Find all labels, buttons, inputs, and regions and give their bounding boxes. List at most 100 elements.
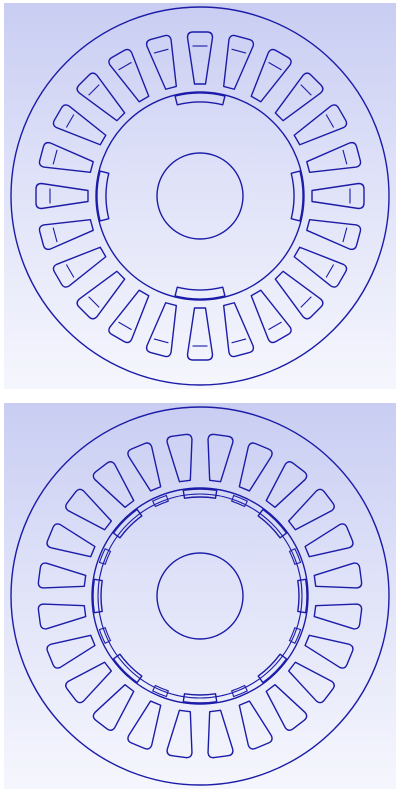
slot-wedge-line xyxy=(325,114,335,128)
stator-slot xyxy=(207,433,234,483)
slot-wedge-line xyxy=(118,321,132,331)
rotor-pole-gap xyxy=(288,547,302,565)
stator-slot xyxy=(293,104,348,146)
rotor-magnet-pole xyxy=(96,170,110,222)
stator-slot xyxy=(274,72,324,122)
rotor-inner-ring xyxy=(97,493,303,699)
rotor-magnet-pole xyxy=(174,286,226,300)
slot-wedge-line xyxy=(65,264,75,278)
stator-slot xyxy=(287,488,335,531)
stator-slot xyxy=(76,72,126,122)
stator-slot xyxy=(166,709,193,759)
stator-slot xyxy=(250,289,292,344)
slot-wedge-line xyxy=(268,61,282,71)
rotor-magnet-pole xyxy=(112,653,143,684)
stator-outer-boundary xyxy=(10,406,390,786)
slot-wedge-line xyxy=(153,338,169,344)
rotor-poles xyxy=(96,92,304,300)
stator-slot xyxy=(46,634,96,669)
rotor-magnet-pole xyxy=(290,170,304,222)
stator-slot xyxy=(287,661,335,704)
rotor-magnet-pole xyxy=(182,488,218,499)
stator-slot xyxy=(35,182,89,210)
stator-slot xyxy=(38,141,94,174)
stator-slot xyxy=(207,709,234,759)
stator-slot xyxy=(38,218,94,251)
rotor-poles xyxy=(92,488,308,704)
rotor-magnet-pole xyxy=(174,92,226,106)
slot-wedge-line xyxy=(342,149,348,165)
stator-slot xyxy=(265,683,308,731)
stator-slot xyxy=(52,104,107,146)
stator-slot xyxy=(311,182,365,210)
slot-wedge-line xyxy=(300,296,312,308)
stator-slot xyxy=(304,523,354,558)
stator-slot xyxy=(313,603,363,630)
slot-wedge-line xyxy=(52,227,58,243)
stator-slot xyxy=(92,461,135,509)
stator-slot xyxy=(92,683,135,731)
stator-slot xyxy=(304,634,354,669)
stator-slot xyxy=(127,442,162,492)
rotor-group xyxy=(95,91,305,301)
rotor-pole-gap xyxy=(231,684,249,698)
stator-slot xyxy=(37,562,87,589)
stator-slot xyxy=(306,141,362,174)
rotor-pole-gap xyxy=(98,547,112,565)
stator-slot xyxy=(186,31,214,85)
view-panel-top[interactable] xyxy=(4,3,396,389)
stator-slot xyxy=(52,246,107,288)
stator-slot xyxy=(127,700,162,750)
rotor-outer-boundary xyxy=(95,91,305,301)
slot-wedge-line xyxy=(325,264,335,278)
shaft-boundary xyxy=(156,552,244,640)
rotor-pole-gap xyxy=(151,494,169,508)
stator-slots xyxy=(35,31,365,361)
rotor-pole-gap xyxy=(98,627,112,645)
rotor-magnet-pole xyxy=(182,693,218,704)
stator-slot xyxy=(265,461,308,509)
stator-slot xyxy=(250,48,292,103)
slot-wedge-line xyxy=(88,84,100,96)
shaft-boundary xyxy=(156,152,244,240)
rotor-magnet-pole xyxy=(257,653,288,684)
rotor-magnet-pole xyxy=(112,508,143,539)
stator-slot xyxy=(222,302,255,358)
slot-wedge-line xyxy=(118,61,132,71)
motor-cross-section-bottom xyxy=(10,406,390,786)
stator-group xyxy=(10,6,390,386)
rotor-pole-gap xyxy=(151,684,169,698)
stator-slot xyxy=(293,246,348,288)
stator-slots xyxy=(37,433,363,759)
stator-slot xyxy=(65,488,113,531)
view-panel-bottom[interactable] xyxy=(4,403,396,789)
stator-slot xyxy=(145,302,178,358)
motor-cross-section-top xyxy=(10,6,390,386)
stator-slot xyxy=(238,700,273,750)
rotor-pole-gap xyxy=(288,627,302,645)
rotor-group xyxy=(91,487,309,705)
stator-slot xyxy=(186,307,214,361)
slot-wedge-line xyxy=(300,84,312,96)
slot-wedge-line xyxy=(231,48,247,54)
slot-wedge-line xyxy=(65,114,75,128)
stator-slot xyxy=(37,603,87,630)
stator-slot xyxy=(166,433,193,483)
rotor-pole-gap xyxy=(231,494,249,508)
stator-slot xyxy=(274,270,324,320)
slot-wedge-line xyxy=(88,296,100,308)
stator-slot xyxy=(46,523,96,558)
rotor-outer-boundary xyxy=(91,487,309,705)
stator-slot xyxy=(313,562,363,589)
stator-slot xyxy=(222,34,255,90)
stator-slot xyxy=(76,270,126,320)
slot-wedge-line xyxy=(52,149,58,165)
stator-slot xyxy=(108,48,150,103)
stator-group xyxy=(10,406,390,786)
stator-slot xyxy=(65,661,113,704)
stator-slot xyxy=(306,218,362,251)
slot-wedge-line xyxy=(153,48,169,54)
stator-slot xyxy=(108,289,150,344)
stator-slot xyxy=(145,34,178,90)
